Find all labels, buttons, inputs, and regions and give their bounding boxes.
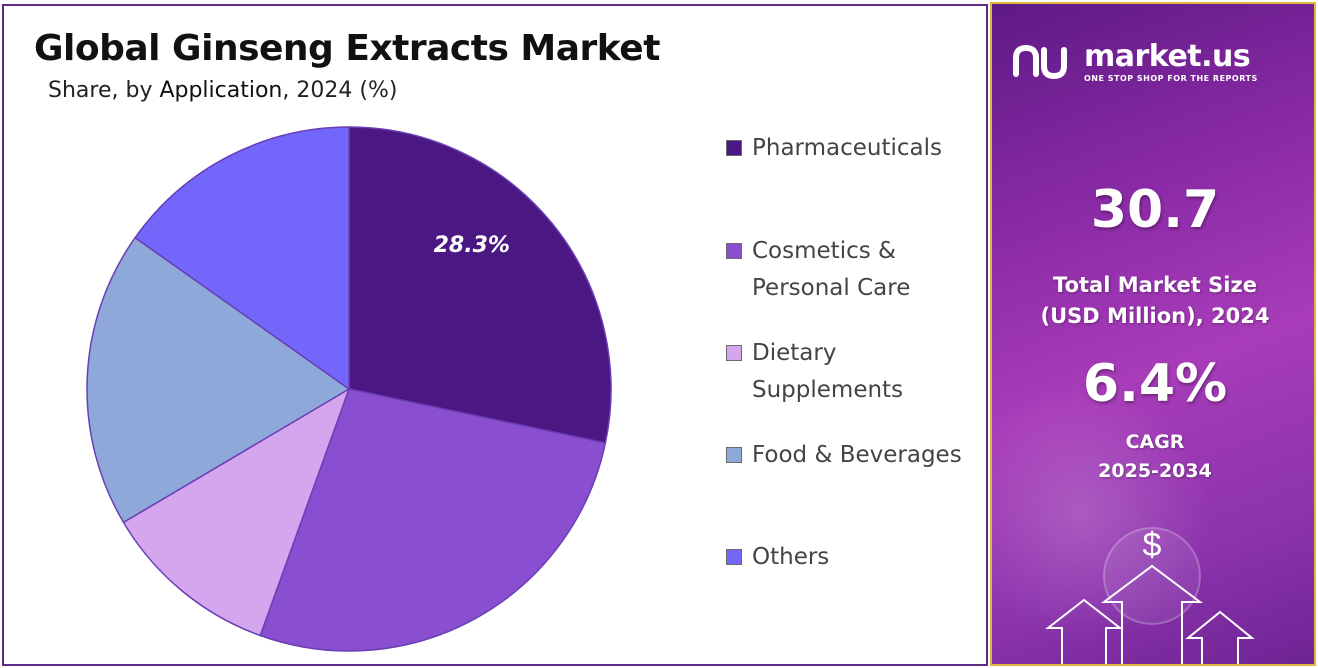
- legend-label: Pharmaceuticals: [752, 135, 942, 161]
- market-size-value: 30.7: [992, 180, 1314, 240]
- chart-panel: 28.3% Global Ginseng Extracts Market Sha…: [2, 4, 988, 666]
- subtitle-suffix: , 2024 (%): [282, 78, 398, 103]
- background-glow: [992, 384, 1212, 644]
- pie-slice-dietary-supplements: [122, 387, 351, 637]
- cagr-label: CAGR 2025-2034: [992, 428, 1314, 486]
- legend-swatch: [726, 140, 742, 156]
- legend-item-dietary-supplements: Dietary Supplements: [726, 335, 932, 409]
- pie-data-label: 28.3%: [434, 233, 510, 258]
- brand-logo: market.us ONE STOP SHOP FOR THE REPORTS: [1010, 40, 1258, 84]
- market-size-label-line1: Total Market Size: [1053, 273, 1257, 297]
- pie-slice-food-beverages: [86, 236, 351, 524]
- market-size-number: 30.7: [1090, 180, 1220, 240]
- coin-circle: [1103, 527, 1201, 625]
- pie-chart: 28.3%: [86, 126, 612, 652]
- legend-item-cosmetics: Cosmetics & Personal Care: [726, 233, 932, 307]
- legend-label: Cosmetics & Personal Care: [752, 238, 911, 301]
- arrow-up-icon: [1045, 598, 1123, 664]
- brand-tagline: ONE STOP SHOP FOR THE REPORTS: [1084, 73, 1258, 83]
- pie-slice-pharmaceuticals: [348, 126, 612, 444]
- chart-title: Global Ginseng Extracts Market: [34, 28, 660, 69]
- cagr-number: 6.4%: [1082, 354, 1228, 414]
- legend-item-others: Others: [726, 539, 988, 576]
- dollar-icon: $: [1143, 526, 1162, 564]
- pie-slice-others: [134, 126, 350, 391]
- legend-label: Food & Beverages: [752, 442, 962, 468]
- legend-label: Dietary Supplements: [752, 340, 904, 403]
- chart-subtitle: Share, by Application, 2024 (%): [48, 78, 397, 103]
- subtitle-emphasis: Application: [159, 78, 283, 103]
- arrow-up-icon: [1101, 564, 1203, 664]
- legend-swatch: [726, 243, 742, 259]
- legend-item-food-beverages: Food & Beverages: [726, 437, 988, 474]
- legend-swatch: [726, 447, 742, 463]
- market-us-logo-icon: [1013, 44, 1067, 83]
- arrow-up-icon: [1185, 610, 1255, 664]
- cagr-label-line1: CAGR: [1125, 431, 1185, 453]
- growth-arrows-illustration: $: [1045, 526, 1255, 664]
- brand-name: market.us: [1084, 38, 1251, 74]
- legend-label: Others: [752, 544, 830, 570]
- legend-item-pharmaceuticals: Pharmaceuticals: [726, 130, 988, 167]
- market-size-label-line2: (USD Million), 2024: [1040, 304, 1270, 328]
- subtitle-prefix: Share, by: [48, 78, 160, 103]
- legend-swatch: [726, 345, 742, 361]
- cagr-label-line2: 2025-2034: [1098, 460, 1212, 482]
- cagr-value: 6.4%: [992, 354, 1314, 414]
- market-size-label: Total Market Size (USD Million), 2024: [992, 270, 1314, 332]
- summary-panel: market.us ONE STOP SHOP FOR THE REPORTS …: [990, 2, 1316, 666]
- pie-slice-cosmetics-personal-care: [259, 388, 607, 652]
- legend-swatch: [726, 549, 742, 565]
